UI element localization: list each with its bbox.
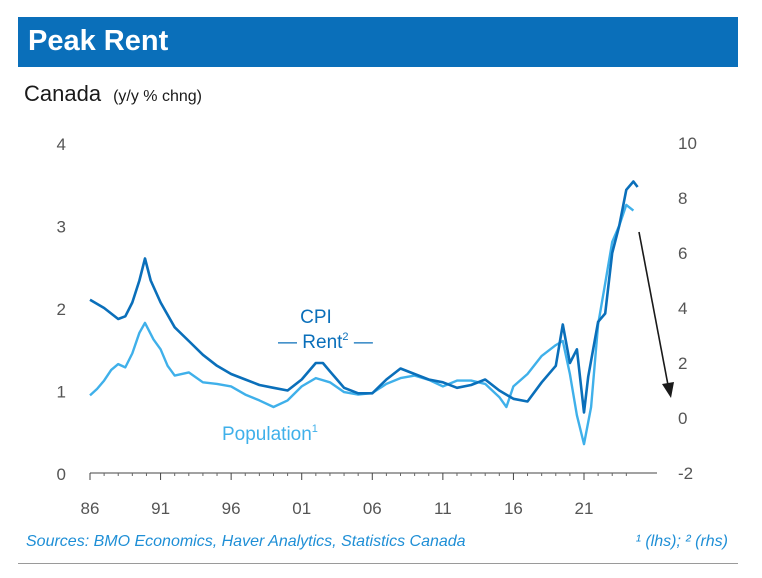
subtitle-unit: (y/y % chng)	[113, 88, 202, 105]
y-right-tick-label: -2	[678, 464, 693, 483]
y-right-tick-label: 6	[678, 244, 687, 263]
x-tick-label: 96	[222, 499, 241, 518]
chart-title: Peak Rent	[28, 25, 169, 57]
y-left-tick-label: 4	[57, 135, 66, 154]
population-label: Population1	[222, 423, 318, 445]
x-tick-label: 11	[434, 499, 452, 518]
y-left-tick-label: 3	[57, 218, 66, 237]
subtitle-region: Canada	[24, 81, 102, 106]
decline-arrow-shaft	[638, 231, 669, 386]
x-tick-label: 01	[292, 499, 311, 518]
y-right-tick-label: 0	[678, 409, 687, 428]
x-tick-label: 91	[151, 499, 170, 518]
cpi-rent-label-line2: — Rent2 —	[278, 331, 373, 353]
y-right-tick-label: 4	[678, 299, 687, 318]
population-line	[89, 203, 635, 446]
y-right-tick-label: 8	[678, 189, 687, 208]
cpi-rent-line	[89, 180, 639, 414]
x-tick-label: 21	[575, 499, 594, 518]
title-banner: Peak Rent	[18, 17, 738, 67]
decline-arrow-head	[662, 382, 674, 398]
sources-note: Sources: BMO Economics, Haver Analytics,…	[26, 533, 466, 550]
y-right-tick-label: 10	[678, 134, 697, 153]
chart-subtitle: Canada (y/y % chng)	[24, 81, 202, 107]
y-left-tick-label: 2	[57, 300, 66, 319]
x-tick-label: 06	[363, 499, 382, 518]
axis-footnote: ¹ (lhs); ² (rhs)	[635, 533, 728, 550]
x-tick-label: 16	[504, 499, 523, 518]
y-left-tick-label: 1	[57, 383, 66, 402]
footer-divider	[18, 563, 738, 564]
cpi-rent-label-line1: CPI	[300, 307, 332, 328]
y-left-tick-label: 0	[57, 465, 66, 484]
x-tick-label: 86	[81, 499, 100, 518]
y-right-tick-label: 2	[678, 354, 687, 373]
